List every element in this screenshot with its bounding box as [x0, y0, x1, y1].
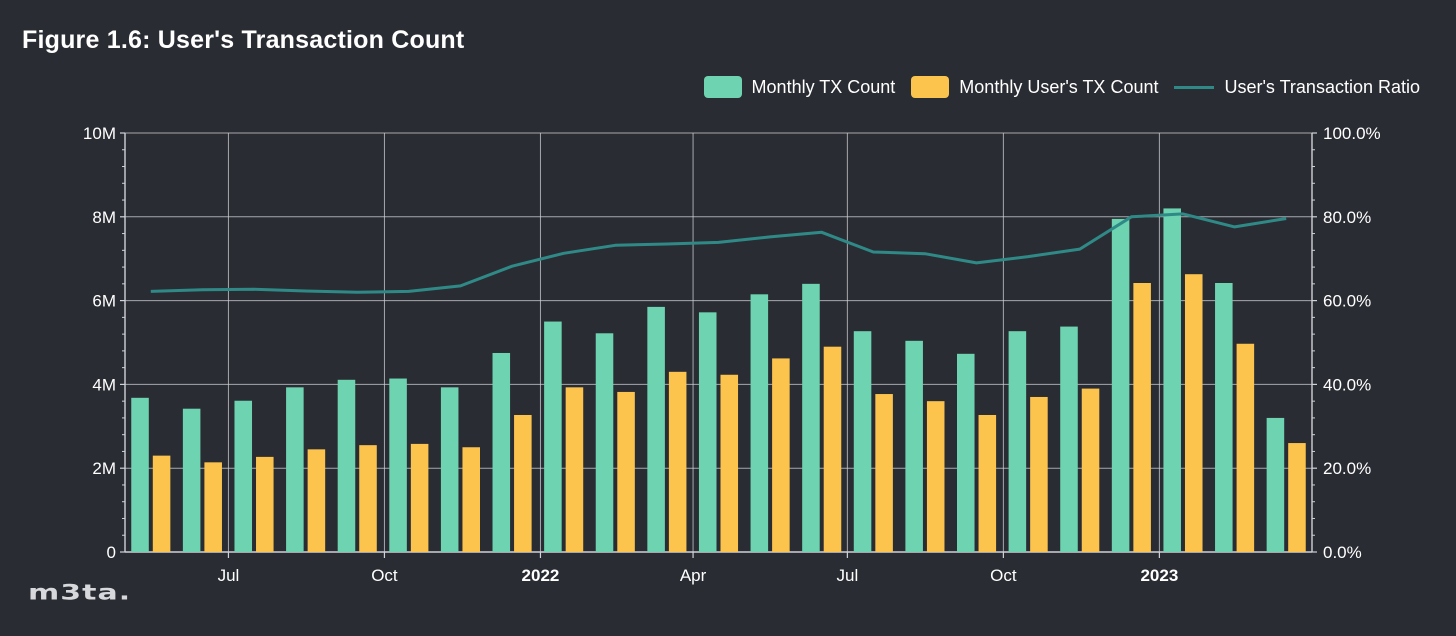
bar-monthly-tx-count [905, 340, 923, 552]
bar-monthly-user-tx-count [1236, 343, 1255, 552]
chart-legend: Monthly TX Count Monthly User's TX Count… [703, 76, 1420, 98]
legend-label-ratio: User's Transaction Ratio [1224, 76, 1420, 97]
bar-monthly-tx-count [595, 333, 614, 552]
x-tick-label: 2023 [1140, 566, 1178, 585]
bar-monthly-tx-count [234, 400, 253, 552]
bar-monthly-tx-count [492, 352, 511, 552]
bar-monthly-user-tx-count [1184, 274, 1203, 552]
bar-monthly-tx-count [337, 379, 356, 552]
bar-monthly-user-tx-count [978, 414, 997, 552]
bar-monthly-tx-count [956, 353, 975, 552]
bar-monthly-tx-count [544, 321, 562, 552]
y-right-tick-label: 80.0% [1323, 208, 1371, 227]
x-tick-label: 2022 [522, 566, 560, 585]
bar-monthly-user-tx-count [152, 455, 171, 552]
bar-monthly-user-tx-count [410, 443, 429, 552]
bar-monthly-user-tx-count [514, 414, 532, 552]
y-left-tick-label: 2M [92, 459, 116, 478]
legend-item-ratio[interactable]: User's Transaction Ratio [1174, 77, 1420, 98]
y-left-tick-label: 10M [83, 124, 116, 143]
bar-monthly-user-tx-count [772, 358, 790, 552]
y-right-tick-label: 20.0% [1323, 459, 1371, 478]
bar-monthly-user-tx-count [1081, 388, 1100, 552]
legend-swatch-user-tx [911, 76, 950, 98]
legend-label-tx: Monthly TX Count [751, 76, 896, 97]
y-right-tick-label: 60.0% [1323, 292, 1371, 311]
x-tick-label: Apr [680, 566, 707, 585]
x-tick-label: Oct [371, 566, 398, 585]
y-left-tick-label: 8M [92, 208, 116, 227]
bar-monthly-user-tx-count [617, 391, 635, 552]
x-tick-label: Oct [990, 566, 1017, 585]
bar-monthly-user-tx-count [204, 462, 222, 552]
bar-monthly-user-tx-count [1133, 283, 1151, 552]
bar-monthly-user-tx-count [462, 447, 481, 552]
bar-monthly-tx-count [1163, 208, 1181, 553]
y-right-tick-label: 0.0% [1323, 543, 1362, 562]
bar-monthly-user-tx-count [256, 456, 274, 552]
bar-monthly-tx-count [647, 306, 665, 552]
bar-monthly-user-tx-count [668, 371, 687, 552]
bar-monthly-user-tx-count [565, 387, 584, 552]
bar-monthly-tx-count [1111, 218, 1130, 552]
bar-monthly-tx-count [698, 312, 717, 552]
bar-monthly-tx-count [131, 397, 149, 552]
y-left-tick-label: 0 [107, 543, 116, 562]
brand-logo: m3ta. [28, 580, 132, 606]
legend-label-user-tx: Monthly User's TX Count [959, 76, 1159, 97]
chart-title: Figure 1.6: User's Transaction Count [22, 26, 465, 54]
bar-monthly-tx-count [182, 408, 201, 552]
bar-monthly-user-tx-count [359, 445, 377, 552]
bar-monthly-tx-count [1266, 417, 1285, 552]
bar-monthly-user-tx-count [1288, 443, 1306, 552]
bar-monthly-tx-count [1008, 331, 1027, 552]
x-tick-label: Jul [218, 566, 240, 585]
legend-item-tx[interactable]: Monthly TX Count [703, 76, 896, 98]
bar-monthly-user-tx-count [307, 449, 326, 552]
bar-monthly-tx-count [440, 387, 459, 552]
x-tick-label: Jul [837, 566, 859, 585]
axis-layer: 0 0.0% 2M 20.0% 4M 40.0% 6M 60.0% 8M 80.0% 10M 100.… [83, 124, 1381, 585]
bar-monthly-user-tx-count [823, 346, 842, 552]
bar-monthly-tx-count [750, 294, 769, 552]
bar-monthly-user-tx-count [875, 394, 893, 552]
legend-swatch-ratio [1174, 85, 1215, 89]
bar-monthly-tx-count [853, 331, 872, 552]
bar-monthly-user-tx-count [926, 401, 945, 552]
bar-monthly-tx-count [1215, 283, 1233, 552]
y-left-tick-label: 6M [92, 292, 116, 311]
bar-monthly-tx-count [389, 378, 407, 552]
bar-monthly-tx-count [802, 283, 820, 552]
bar-layer [131, 208, 1306, 553]
bar-monthly-user-tx-count [1030, 396, 1048, 552]
bar-monthly-tx-count [286, 387, 304, 552]
legend-item-user-tx[interactable]: Monthly User's TX Count [911, 76, 1158, 98]
line-layer [150, 212, 1287, 294]
bar-monthly-tx-count [1060, 326, 1078, 552]
y-right-tick-label: 100.0% [1323, 124, 1381, 143]
y-right-tick-label: 40.0% [1323, 375, 1371, 394]
bar-monthly-user-tx-count [720, 374, 739, 552]
legend-swatch-tx [703, 76, 742, 98]
y-left-tick-label: 4M [92, 375, 116, 394]
